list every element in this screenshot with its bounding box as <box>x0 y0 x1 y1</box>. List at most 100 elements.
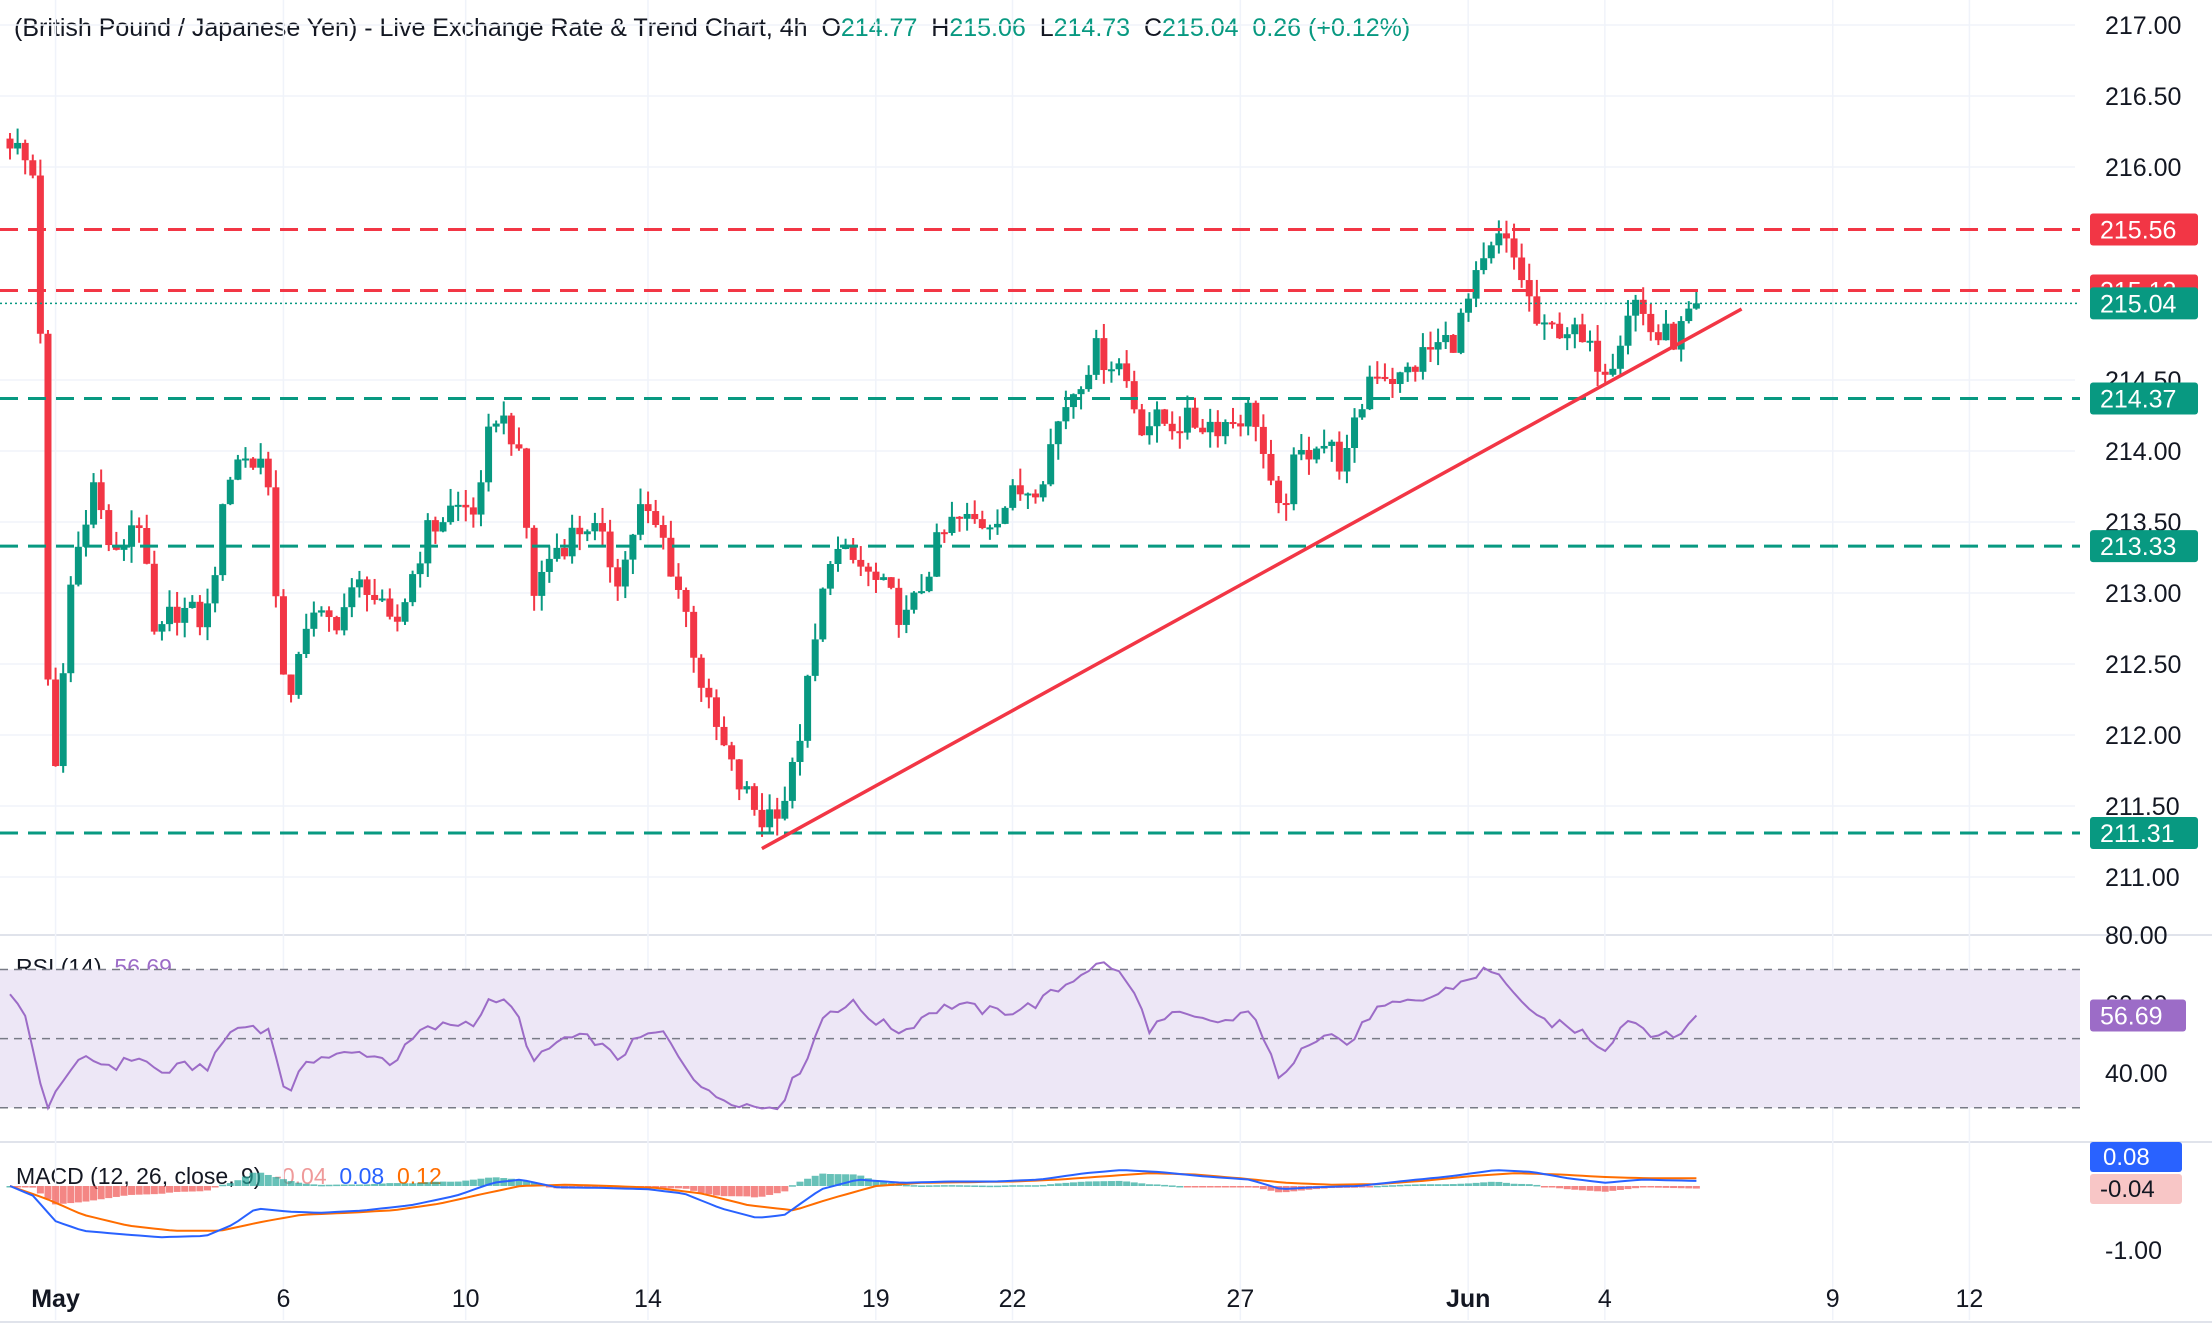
rsi-line <box>9 961 1698 1111</box>
change-value: 0.26 (+0.12%) <box>1252 14 1411 42</box>
candle-body <box>1487 245 1495 259</box>
candle-body <box>1692 303 1700 309</box>
y-tick-label: 217.00 <box>2105 12 2181 40</box>
macd-hist-bar <box>910 1185 918 1187</box>
candle-body <box>796 740 804 762</box>
candle-body <box>90 482 98 525</box>
candle-body <box>933 532 941 577</box>
macd-hist-bar <box>1252 1186 1260 1188</box>
macd-hist-bar <box>1571 1186 1579 1190</box>
macd-hist-bar <box>986 1185 994 1188</box>
candle-body <box>1100 338 1108 371</box>
candle-body <box>1609 368 1617 375</box>
macd-hist-bar <box>956 1185 964 1187</box>
macd-hist-bar <box>272 1177 280 1186</box>
candle-body <box>1328 441 1336 446</box>
candle-body <box>1237 423 1245 427</box>
candle-body <box>401 602 409 622</box>
macd-hist-bar <box>219 1184 227 1187</box>
candle-body <box>599 523 607 532</box>
candle-body <box>44 333 52 680</box>
macd-line <box>9 1169 1697 1239</box>
candle-body <box>1214 421 1222 437</box>
candle-body <box>500 415 508 424</box>
macd-hist-bar <box>257 1172 265 1186</box>
x-tick-label: 22 <box>999 1285 1027 1313</box>
macd-hist-bar <box>188 1186 196 1192</box>
x-tick-label: Jun <box>1446 1285 1490 1313</box>
candle-body <box>1343 448 1351 472</box>
candle-body <box>591 523 599 532</box>
macd-hist-bar <box>1533 1184 1541 1187</box>
candle-body <box>158 624 166 632</box>
candle-body <box>1016 485 1024 495</box>
candle-body <box>1639 299 1647 314</box>
macd-hist-bar <box>1168 1185 1176 1187</box>
candle-body <box>120 546 128 550</box>
last-price-label: 215.04 <box>2100 290 2177 318</box>
candle-body <box>1518 257 1526 281</box>
candle-body <box>743 786 751 790</box>
candle-body <box>219 504 227 576</box>
candle-body <box>416 563 424 575</box>
macd-hist-bar <box>1556 1186 1564 1189</box>
macd-hist-bar <box>105 1186 113 1199</box>
candle-body <box>1115 363 1123 370</box>
x-tick-label: 10 <box>452 1285 480 1313</box>
candle-body <box>1282 503 1290 506</box>
candle-body <box>849 544 857 560</box>
candle-body <box>1183 407 1191 433</box>
candle-body <box>910 592 918 610</box>
macd-hist-bar <box>978 1185 986 1188</box>
candle-body <box>811 639 819 676</box>
macd-y-tick: -1.00 <box>2105 1237 2162 1265</box>
macd-hist-bar <box>971 1185 979 1187</box>
candle-body <box>310 612 318 629</box>
macd-hist-bar <box>477 1178 485 1186</box>
macd-hist-bar <box>1472 1182 1480 1186</box>
candle-body <box>1358 409 1366 418</box>
candle-body <box>257 458 265 468</box>
candle-body <box>1442 334 1450 343</box>
candle-body <box>652 511 660 525</box>
candle-body <box>1031 493 1039 498</box>
macd-hist-bar <box>1601 1186 1609 1192</box>
macd-hist-bar <box>1358 1186 1366 1188</box>
macd-hist-bar <box>363 1184 371 1186</box>
candle-body <box>431 520 439 532</box>
chart-header: (British Pound / Japanese Yen) - Live Ex… <box>14 14 1410 43</box>
candle-body <box>97 482 105 511</box>
candle-body <box>1601 371 1609 375</box>
macd-hist-bar <box>120 1186 128 1196</box>
macd-hist-bar <box>1176 1185 1184 1188</box>
macd-hist-bar <box>1487 1181 1495 1186</box>
macd-hist-bar <box>1130 1182 1138 1186</box>
level-label-213.33: 213.33 <box>2100 533 2176 561</box>
candle-body <box>105 510 113 546</box>
macd-hist-bar <box>1662 1186 1670 1188</box>
macd-hist-bar <box>606 1186 614 1189</box>
macd-hist-bar <box>310 1184 318 1186</box>
candle-body <box>690 611 698 658</box>
macd-hist-bar <box>1426 1184 1434 1186</box>
macd-hist-bar <box>166 1186 174 1193</box>
macd-hist-bar <box>181 1186 189 1192</box>
macd-hist-bar <box>1548 1186 1556 1188</box>
candle-body <box>1426 347 1434 350</box>
macd-line-tag-label: 0.08 <box>2103 1144 2150 1171</box>
x-tick-label: May <box>31 1285 80 1313</box>
macd-signal-line <box>9 1172 1697 1232</box>
candle-body <box>804 675 812 741</box>
macd-hist-bar <box>667 1186 675 1189</box>
x-tick-label: 19 <box>862 1285 890 1313</box>
candle-body <box>302 628 310 655</box>
macd-hist-bar <box>82 1186 90 1202</box>
macd-hist-bar <box>333 1184 341 1187</box>
macd-hist-bar <box>1138 1183 1146 1186</box>
candle-body <box>826 563 834 589</box>
macd-hist-bar <box>1221 1186 1229 1188</box>
candle-body <box>6 138 14 149</box>
candle-body <box>1632 299 1640 316</box>
macd-hist-bar <box>340 1184 348 1187</box>
level-label-214.37: 214.37 <box>2100 385 2176 413</box>
